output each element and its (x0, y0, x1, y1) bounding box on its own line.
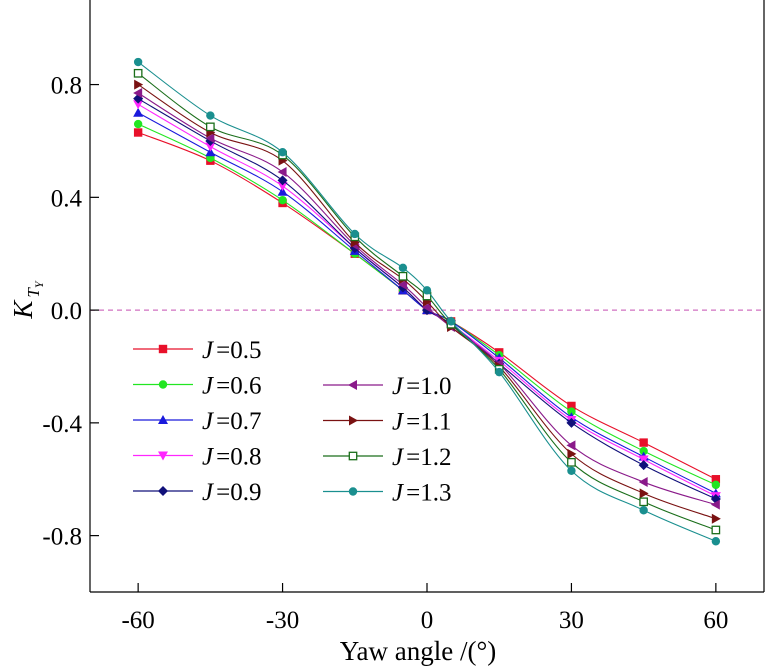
legend-item: J =0.8 (133, 444, 261, 471)
y-axis-title-main: K (8, 299, 38, 320)
legend-label: J =1.2 (392, 444, 451, 471)
legend-item: J =0.5 (133, 337, 261, 364)
y-axis-title-sub: T (24, 287, 43, 298)
legend-item: J =1.0 (323, 373, 451, 400)
data-point (639, 438, 648, 447)
data-point (639, 488, 649, 499)
data-point (446, 317, 456, 326)
data-point (566, 440, 576, 451)
data-point (277, 166, 287, 177)
data-point (567, 407, 576, 416)
legend-item: J =0.7 (133, 408, 261, 435)
legend-label: J =1.1 (392, 409, 451, 436)
data-point (638, 455, 649, 465)
legend-marker (158, 344, 168, 354)
data-point (206, 111, 215, 120)
data-point (567, 401, 576, 411)
legend-label: J =0.6 (202, 373, 261, 400)
data-point (397, 279, 407, 290)
data-point (711, 480, 721, 490)
data-point (638, 460, 649, 471)
data-point (711, 513, 721, 524)
data-point (133, 107, 144, 117)
x-tick-label: 0 (421, 607, 434, 634)
y-axis-title: KTY (8, 280, 46, 319)
legend-label: J =0.8 (202, 444, 261, 471)
data-point (710, 499, 720, 510)
ticks: -60 -30 0 30 60 0.8 0.4 0.0 -0.4 -0.8 (42, 73, 728, 634)
data-point (711, 475, 721, 484)
data-point (133, 57, 143, 67)
data-point (711, 537, 721, 546)
data-point (205, 142, 216, 152)
data-point (711, 525, 721, 535)
data-point (639, 497, 648, 507)
data-point (133, 128, 143, 137)
legend-item: J =1.2 (323, 444, 451, 471)
data-point (206, 122, 215, 132)
data-point (278, 148, 287, 157)
y-tick-label: 0.0 (51, 298, 82, 325)
series-layer (133, 57, 721, 546)
data-point (567, 457, 576, 467)
legend-marker (348, 451, 358, 461)
data-point (277, 182, 288, 192)
legend: J =0.5 J =0.6 J =0.7 J =0.8 J =0.9 J =1.0 J =1.1 J =1.2… (133, 337, 451, 507)
legend-label: J =1.3 (392, 480, 451, 507)
data-point (398, 263, 408, 273)
data-point (566, 417, 577, 428)
legend-item: J =1.1 (323, 409, 451, 436)
data-point (639, 446, 648, 456)
data-point (133, 68, 143, 78)
y-axis-title-subsub: Y (32, 280, 46, 288)
data-point (205, 133, 215, 144)
data-point (134, 79, 144, 90)
legend-label: J =0.7 (202, 408, 261, 435)
legend-label: J =0.9 (202, 479, 261, 506)
data-point (398, 271, 408, 281)
data-point (495, 367, 504, 377)
data-point (133, 88, 143, 99)
data-point (567, 466, 576, 475)
data-point (567, 448, 577, 459)
x-tick-label: -60 (121, 607, 154, 634)
legend-marker (348, 380, 357, 390)
data-point (133, 119, 143, 129)
legend-label: J =0.5 (202, 337, 261, 364)
legend-marker (158, 415, 168, 424)
legend-marker (158, 380, 168, 389)
y-tick-label: -0.8 (42, 524, 82, 551)
data-point (422, 302, 431, 313)
y-tick-label: 0.4 (51, 185, 83, 212)
data-point (133, 100, 144, 110)
x-tick-label: -30 (266, 607, 299, 634)
x-tick-label: 60 (703, 607, 728, 634)
legend-marker (158, 486, 168, 496)
data-point (639, 506, 648, 515)
legend-item: J =0.6 (133, 373, 261, 400)
x-tick-label: 30 (559, 607, 584, 634)
data-point (350, 229, 359, 239)
legend-marker (348, 487, 358, 496)
data-point (205, 147, 216, 157)
legend-item: J =0.9 (133, 479, 261, 506)
svg-text:KTY: KTY (8, 280, 46, 319)
y-tick-label: 0.8 (51, 73, 82, 100)
x-axis-title: Yaw angle /(°) (340, 636, 497, 666)
data-point (278, 195, 287, 205)
series-J13 (133, 57, 721, 546)
data-point (277, 186, 288, 196)
data-point (422, 286, 432, 295)
y-tick-label: -0.4 (42, 411, 82, 438)
data-point (638, 477, 648, 488)
legend-marker (349, 415, 358, 426)
legend-item: J =1.3 (323, 480, 451, 507)
legend-label: J =1.0 (392, 373, 451, 400)
data-point (277, 175, 288, 186)
legend-marker (158, 451, 168, 461)
